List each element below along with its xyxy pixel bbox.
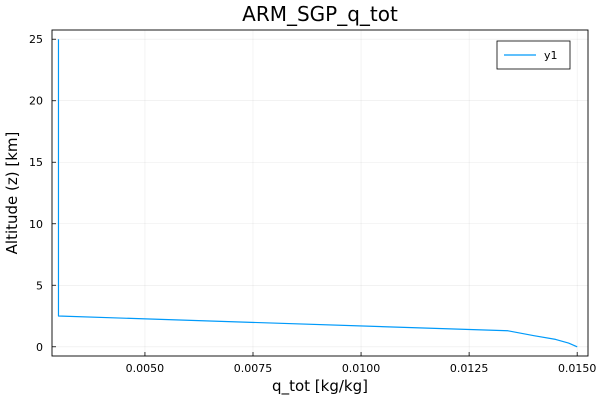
y-tick-label: 15	[29, 156, 43, 169]
x-tick-label: 0.0150	[558, 362, 597, 375]
tick-layer: 0.0050 0.0075 0.0100 0.0125 0.0150 0 5 10 15 20 25	[29, 33, 596, 375]
x-tick-label: 0.0125	[450, 362, 489, 375]
x-axis-label: q_tot [kg/kg]	[272, 377, 368, 396]
legend: y1	[496, 40, 571, 70]
y-tick-label: 10	[29, 218, 43, 231]
x-tick-label: 0.0050	[126, 362, 165, 375]
y-axis-label: Altitude (z) [km]	[3, 132, 21, 255]
series-layer	[57, 39, 578, 348]
grid-layer	[52, 30, 588, 356]
legend-label-y1: y1	[544, 49, 558, 62]
series-line-y1	[57, 39, 578, 348]
y-tick-label: 5	[36, 279, 43, 292]
plot-frame	[51, 29, 589, 357]
x-tick-label: 0.0100	[342, 362, 381, 375]
y-tick-label: 20	[29, 95, 43, 108]
x-tick-label: 0.0075	[234, 362, 273, 375]
y-tick-label: 0	[36, 341, 43, 354]
chart-title: ARM_SGP_q_tot	[242, 2, 398, 26]
y-tick-label: 25	[29, 33, 43, 46]
